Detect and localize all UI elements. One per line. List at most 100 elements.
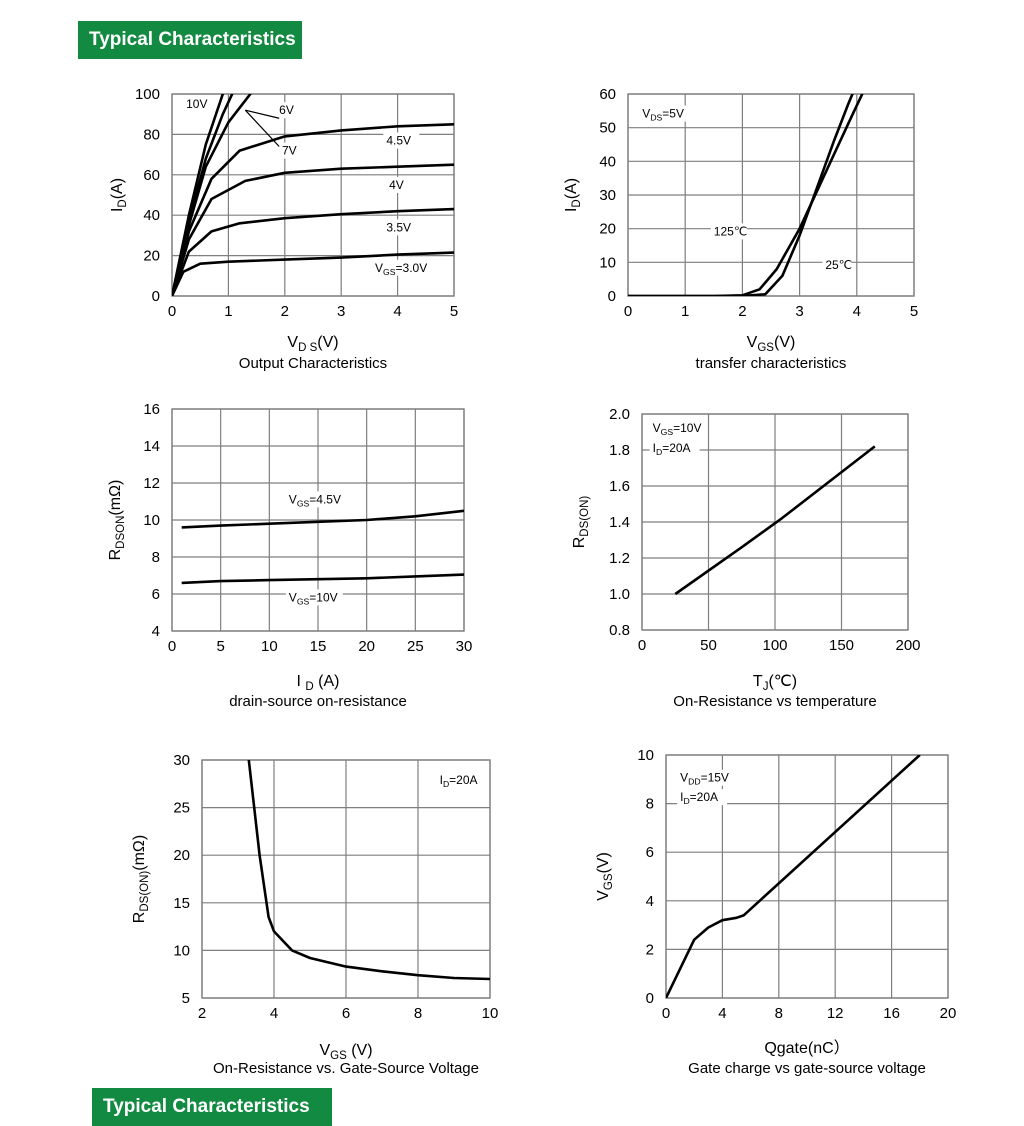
label-bg (677, 789, 728, 806)
chart-caption: transfer characteristics (696, 355, 847, 372)
section-banner-top: Typical Characteristics (78, 21, 302, 59)
series-line (674, 445, 876, 596)
y-tick-label: 0 (152, 288, 160, 305)
annotation-label: VGS=3.0V (375, 261, 427, 277)
annotation-label: VDS=5V (642, 107, 684, 123)
y-tick-label: 40 (143, 207, 160, 224)
y-axis-label: ID(A) (563, 178, 583, 212)
y-tick-label: 20 (173, 847, 190, 864)
y-tick-label: 12 (143, 475, 160, 492)
y-tick-label: 10 (173, 942, 190, 959)
chart-caption: On-Resistance vs temperature (673, 693, 876, 710)
x-axis-label: VGS (V) (319, 1042, 372, 1062)
label-bg (285, 589, 343, 606)
series-line (666, 755, 921, 998)
x-tick-label: 5 (910, 303, 918, 320)
y-tick-label: 25 (173, 800, 190, 817)
x-tick-label: 15 (310, 638, 327, 655)
on-resistance-vs-gate-voltage-chart: 2 4 6 8 10 5 10 15 20 25 30 ID=20A VGS (V) RDS(ON)(mΩ… (131, 752, 499, 1077)
x-tick-label: 10 (482, 1005, 499, 1022)
y-tick-label: 8 (646, 796, 654, 813)
plot-frame (201, 759, 491, 999)
series-label: 25℃ (825, 258, 852, 272)
label-bg (710, 223, 747, 240)
y-tick-label: 40 (599, 153, 616, 170)
y-tick-label: 50 (599, 120, 616, 137)
series-label: 4.5V (386, 134, 411, 148)
x-tick-label: 20 (940, 1005, 957, 1022)
y-axis-label: RDSON(mΩ) (107, 480, 127, 561)
label-bg (285, 491, 350, 508)
y-tick-label: 1.0 (609, 586, 630, 603)
plot-frame (627, 93, 915, 297)
x-tick-label: 10 (261, 638, 278, 655)
y-tick-label: 100 (135, 86, 160, 103)
series-line (172, 163, 454, 296)
label-bg (677, 769, 735, 786)
y-tick-label: 8 (152, 549, 160, 566)
label-bg (278, 142, 301, 159)
x-tick-label: 1 (224, 303, 232, 320)
y-tick-label: 0 (646, 990, 654, 1007)
y-tick-label: 1.2 (609, 550, 630, 567)
x-tick-label: 0 (624, 303, 632, 320)
chart-caption: Gate charge vs gate-source voltage (688, 1060, 926, 1077)
banner-bottom-text: Typical Characteristics (103, 1096, 310, 1117)
x-tick-label: 16 (883, 1005, 900, 1022)
x-tick-label: 200 (895, 637, 920, 654)
banner-top-text: Typical Characteristics (89, 29, 296, 50)
x-tick-label: 1 (681, 303, 689, 320)
x-tick-label: 3 (795, 303, 803, 320)
annotation-label: VGS=10V (653, 421, 702, 437)
annotation-label: ID=20A (653, 441, 691, 457)
section-banner-bottom: Typical Characteristics (92, 1088, 332, 1126)
plot-frame (171, 93, 455, 297)
y-tick-label: 5 (182, 990, 190, 1007)
y-tick-label: 30 (599, 187, 616, 204)
x-tick-label: 0 (168, 638, 176, 655)
y-tick-label: 0.8 (609, 622, 630, 639)
annotation-label: VDD=15V (680, 771, 729, 787)
y-axis-label: RDS(ON)(mΩ) (131, 835, 151, 923)
plot-frame (641, 413, 909, 631)
label-bg (386, 176, 409, 193)
chart-caption: Output Characteristics (239, 355, 387, 372)
x-tick-label: 2 (738, 303, 746, 320)
x-tick-label: 12 (827, 1005, 844, 1022)
x-tick-label: 25 (407, 638, 424, 655)
x-tick-label: 0 (168, 303, 176, 320)
x-tick-label: 8 (414, 1005, 422, 1022)
y-tick-label: 6 (646, 844, 654, 861)
plot-frame (171, 408, 465, 632)
series-label: 6V (279, 103, 294, 117)
annotation-label: ID=20A (440, 773, 478, 789)
series-label: 4V (389, 178, 404, 192)
label-bg (649, 420, 707, 436)
x-tick-label: 4 (718, 1005, 726, 1022)
label-bg (276, 102, 299, 119)
x-axis-label: Qgate(nC） (764, 1039, 849, 1057)
series-line (181, 573, 464, 585)
series-line (172, 123, 454, 296)
x-tick-label: 5 (450, 303, 458, 320)
pointer-arrow (244, 109, 280, 147)
y-axis-label: RDS(ON) (571, 496, 591, 549)
y-tick-label: 20 (143, 248, 160, 265)
label-bg (383, 132, 420, 149)
x-tick-label: 0 (662, 1005, 670, 1022)
series-line (247, 760, 490, 981)
label-bg (372, 259, 437, 276)
y-tick-label: 10 (143, 512, 160, 529)
x-tick-label: 6 (342, 1005, 350, 1022)
chart-caption: drain-source on-resistance (229, 693, 407, 710)
y-tick-label: 80 (143, 126, 160, 143)
y-tick-label: 6 (152, 586, 160, 603)
x-tick-label: 100 (762, 637, 787, 654)
y-tick-label: 2.0 (609, 406, 630, 423)
x-tick-label: 0 (638, 637, 646, 654)
y-axis-label: ID(A) (109, 178, 129, 212)
x-tick-label: 4 (270, 1005, 278, 1022)
y-tick-label: 4 (646, 893, 654, 910)
y-tick-label: 15 (173, 895, 190, 912)
y-tick-label: 10 (599, 254, 616, 271)
